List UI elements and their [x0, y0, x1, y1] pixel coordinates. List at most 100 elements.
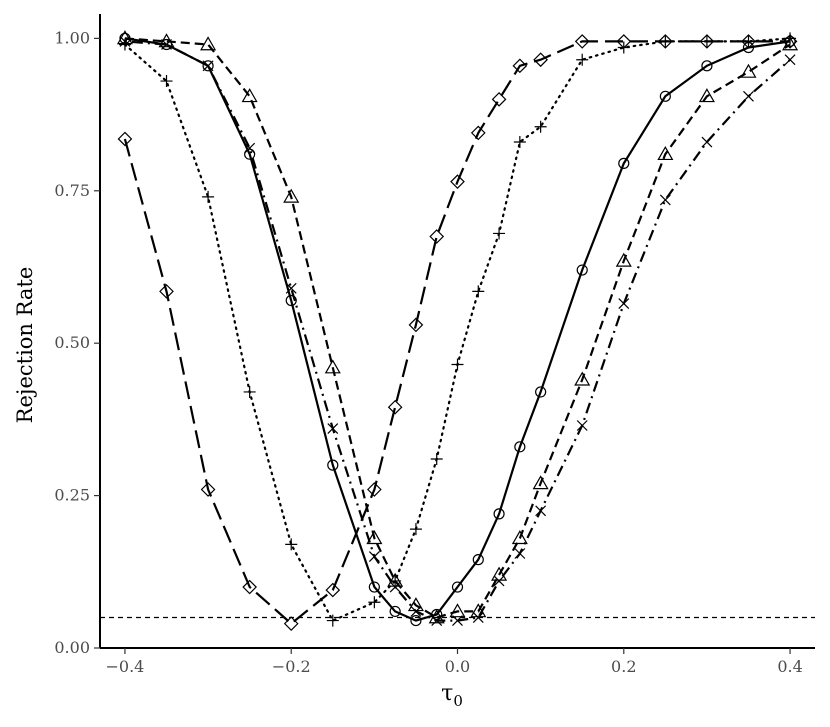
data-point-circle — [535, 386, 547, 398]
x-axis-title-subscript: 0 — [453, 692, 463, 710]
data-point-diamond — [200, 482, 216, 497]
data-point-circle — [327, 459, 339, 471]
data-point-diamond — [741, 34, 756, 49]
series-circle-solid — [119, 32, 796, 627]
data-point-plus — [202, 190, 215, 203]
data-point-x — [327, 423, 339, 434]
data-point-diamond — [325, 582, 341, 598]
data-point-circle — [451, 581, 464, 593]
y-axis-ticks: 0.00 0.25 0.50 0.75 1.00 — [54, 28, 100, 657]
data-point-plus — [160, 75, 173, 88]
x-tick-label: −0.2 — [272, 657, 311, 676]
data-point-triangle — [615, 252, 632, 267]
y-tick-label: 0.25 — [54, 486, 90, 505]
data-point-plus — [118, 38, 131, 51]
data-point-triangle — [366, 530, 383, 545]
data-point-x — [472, 612, 484, 623]
series-plus-dotted — [118, 32, 797, 627]
x-axis-ticks: −0.4 −0.2 0.0 0.2 0.4 — [106, 648, 803, 676]
data-point-plus — [534, 120, 547, 133]
data-point-x — [659, 194, 671, 206]
data-point-x — [431, 615, 443, 626]
data-point-circle — [659, 90, 671, 102]
data-point-plus — [451, 358, 464, 371]
y-tick-label: 0.75 — [54, 181, 90, 200]
data-point-triangle — [449, 603, 466, 618]
series-x-dotdash — [119, 36, 796, 626]
x-tick-label: −0.4 — [106, 657, 145, 676]
data-point-diamond — [387, 399, 403, 415]
plot-area — [100, 30, 815, 631]
data-point-x — [161, 39, 172, 50]
data-point-circle — [285, 294, 297, 307]
x-tick-label: 0.4 — [777, 657, 802, 676]
data-point-triangle — [574, 371, 591, 386]
series-triangle-dashed — [116, 30, 799, 624]
data-point-x — [535, 505, 547, 517]
x-axis-title-main: τ — [441, 681, 453, 706]
y-tick-label: 0.50 — [54, 333, 90, 352]
data-point-circle — [244, 148, 256, 160]
data-point-triangle — [511, 530, 528, 545]
data-point-diamond — [283, 616, 299, 631]
data-point-diamond — [117, 131, 133, 147]
data-point-circle — [576, 264, 588, 276]
data-point-x — [368, 551, 380, 562]
x-tick-label: 0.2 — [611, 657, 636, 676]
data-point-triangle — [283, 188, 300, 203]
series-line — [124, 37, 791, 622]
data-point-diamond — [470, 125, 486, 141]
data-point-x — [244, 142, 256, 154]
data-point-diamond — [699, 34, 715, 49]
data-point-plus — [243, 385, 256, 398]
data-point-diamond — [658, 34, 673, 49]
data-point-plus — [368, 596, 381, 609]
data-point-circle — [514, 441, 526, 453]
data-point-triangle — [740, 63, 757, 78]
series-line — [124, 40, 791, 622]
x-axis-title: τ0 — [441, 681, 463, 710]
data-point-diamond — [782, 34, 798, 49]
series-line — [124, 37, 791, 619]
series-line — [123, 37, 792, 623]
data-point-circle — [618, 157, 630, 169]
data-point-diamond — [242, 579, 257, 595]
data-point-plus — [409, 523, 422, 536]
series-line — [123, 40, 791, 626]
data-point-diamond — [429, 229, 445, 244]
data-point-circle — [389, 605, 401, 618]
data-point-x — [452, 615, 463, 626]
data-point-x — [576, 420, 588, 431]
data-point-plus — [576, 53, 589, 66]
data-point-plus — [389, 574, 402, 587]
data-point-circle — [472, 554, 484, 566]
data-point-plus — [326, 614, 339, 627]
data-point-x — [618, 298, 630, 309]
data-point-x — [389, 581, 401, 593]
data-point-diamond — [367, 482, 382, 497]
data-point-x — [410, 605, 422, 617]
data-point-x — [493, 575, 505, 587]
data-point-x — [743, 90, 754, 102]
data-point-circle — [368, 581, 380, 593]
data-point-circle — [202, 60, 214, 72]
y-tick-label: 1.00 — [54, 28, 90, 47]
data-point-diamond — [512, 58, 528, 74]
data-point-diamond — [159, 284, 174, 299]
data-point-triangle — [324, 359, 341, 374]
data-point-diamond — [533, 52, 548, 68]
data-point-x — [285, 282, 297, 294]
data-point-x — [514, 548, 526, 559]
data-point-plus — [472, 285, 485, 298]
data-point-plus — [430, 453, 443, 466]
data-point-x — [202, 60, 214, 72]
data-point-triangle — [532, 475, 549, 490]
data-point-circle — [701, 60, 713, 72]
data-point-circle — [493, 508, 505, 520]
data-point-triangle — [200, 36, 217, 51]
data-point-plus — [493, 227, 506, 240]
data-point-plus — [285, 538, 298, 551]
data-point-diamond — [450, 174, 465, 189]
x-tick-label: 0.0 — [445, 657, 470, 676]
